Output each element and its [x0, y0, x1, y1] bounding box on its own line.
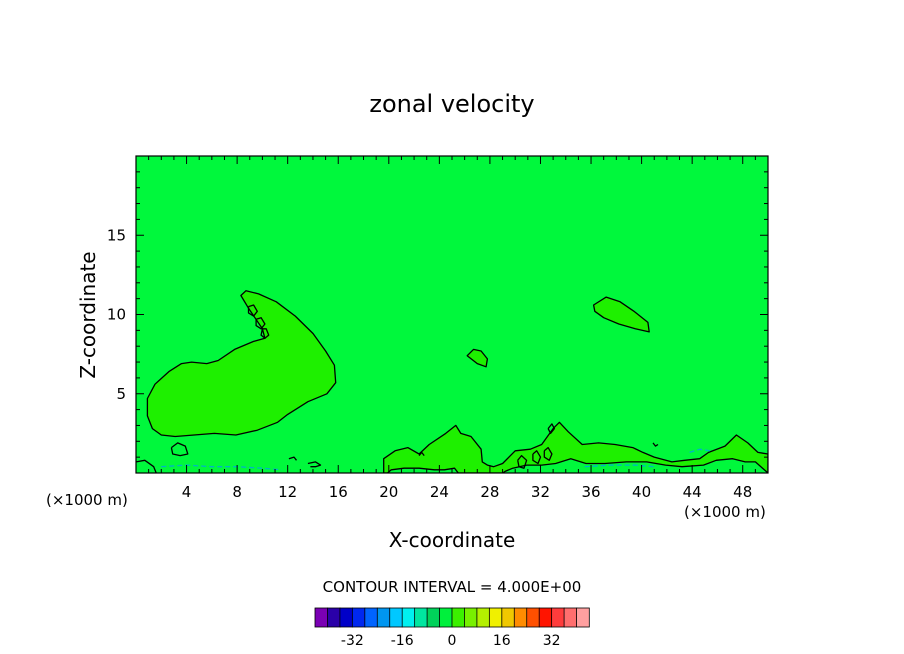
- colorbar-swatch: [476, 607, 491, 628]
- colorbar-swatch: [488, 607, 503, 628]
- contour-line-dash-west: [161, 464, 282, 471]
- y-tick-label: 15: [107, 226, 126, 244]
- colorbar-swatch: [501, 607, 515, 628]
- x-tick-label: 12: [278, 483, 297, 501]
- contour-line-ring-x31: [532, 450, 542, 465]
- contour-line-ring-b: [255, 317, 266, 330]
- x-tick-label: 48: [733, 483, 752, 501]
- x-tick-label: 16: [329, 483, 348, 501]
- contour-line-frag-12: [288, 456, 298, 461]
- colorbar-swatch: [464, 607, 478, 628]
- colorbar-swatch: [563, 607, 578, 628]
- colorbar-swatch: [314, 607, 329, 628]
- contour-line-ring-a: [247, 304, 258, 317]
- contour-line-ring-c: [260, 328, 270, 339]
- y-tick-label: 5: [116, 385, 126, 403]
- contour-line-frag-41: [652, 442, 659, 447]
- colorbar: -32 -16 0 16 32: [314, 607, 590, 649]
- y-axis-label: Z-coordinate: [76, 251, 100, 378]
- contour-lines: [136, 304, 711, 473]
- colorbar-tick-label: -16: [391, 633, 414, 649]
- colorbar-tick-label: 0: [448, 633, 457, 649]
- contour-line-dash-east-low: [584, 464, 655, 468]
- contour-regions: [146, 290, 768, 473]
- contour-line-small-ring-west: [170, 442, 189, 457]
- contour-line-ring-x30: [517, 454, 528, 469]
- y-unit-label: (×1000 m): [46, 491, 128, 509]
- colorbar-swatch: [327, 607, 341, 628]
- colorbar-swatch: [364, 607, 378, 628]
- colorbar-swatch: [351, 607, 366, 628]
- colorbar-swatch: [538, 607, 553, 628]
- contour-line-dash-east: [689, 448, 711, 454]
- x-tick-label: 40: [632, 483, 651, 501]
- contour-region-positive-band-surface: [383, 421, 768, 473]
- x-axis-ticks: 4 8 12 16 20 24 28 32 36 40 44 48: [148, 156, 756, 501]
- chart-title: zonal velocity: [369, 90, 534, 118]
- x-axis-label: X-coordinate: [389, 528, 516, 552]
- contour-line-ring-x32: [543, 446, 553, 461]
- x-tick-label: 44: [683, 483, 702, 501]
- colorbar-swatch: [526, 607, 540, 628]
- contour-line-ring-x32b: [547, 423, 556, 435]
- x-tick-label: 8: [232, 483, 242, 501]
- colorbar-tick-label: 32: [543, 633, 561, 649]
- contour-region-positive-blob-x38: [592, 296, 650, 333]
- contour-interval-label: CONTOUR INTERVAL = 4.000E+00: [323, 578, 582, 596]
- contour-line-edge-west: [136, 459, 157, 473]
- x-tick-label: 28: [480, 483, 499, 501]
- x-unit-label: (×1000 m): [684, 503, 766, 521]
- contour-region-positive-blob-x26: [466, 348, 489, 368]
- colorbar-swatch: [513, 607, 528, 628]
- x-tick-label: 32: [531, 483, 550, 501]
- colorbar-swatch: [426, 607, 441, 628]
- y-axis-ticks: 5 10 15: [107, 171, 768, 458]
- colorbar-tick-label: 16: [493, 633, 511, 649]
- colorbar-swatch: [376, 607, 391, 628]
- y-tick-label: 10: [107, 306, 126, 324]
- colorbar-swatch: [576, 607, 590, 628]
- contour-line-frag-14: [307, 461, 322, 468]
- colorbar-swatch: [389, 607, 403, 628]
- colorbar-swatch: [439, 607, 453, 628]
- colorbar-tick-label: -32: [341, 633, 364, 649]
- colorbar-swatch: [339, 607, 354, 628]
- x-tick-label: 24: [430, 483, 449, 501]
- colorbar-swatch: [551, 607, 565, 628]
- contour-region-positive-lobe-west: [146, 290, 337, 438]
- x-tick-label: 36: [581, 483, 600, 501]
- contour-line-frag-23: [418, 451, 425, 457]
- x-tick-label: 20: [379, 483, 398, 501]
- x-tick-label: 4: [182, 483, 192, 501]
- colorbar-swatch: [401, 607, 416, 628]
- colorbar-swatch: [414, 607, 428, 628]
- colorbar-swatch: [451, 607, 466, 628]
